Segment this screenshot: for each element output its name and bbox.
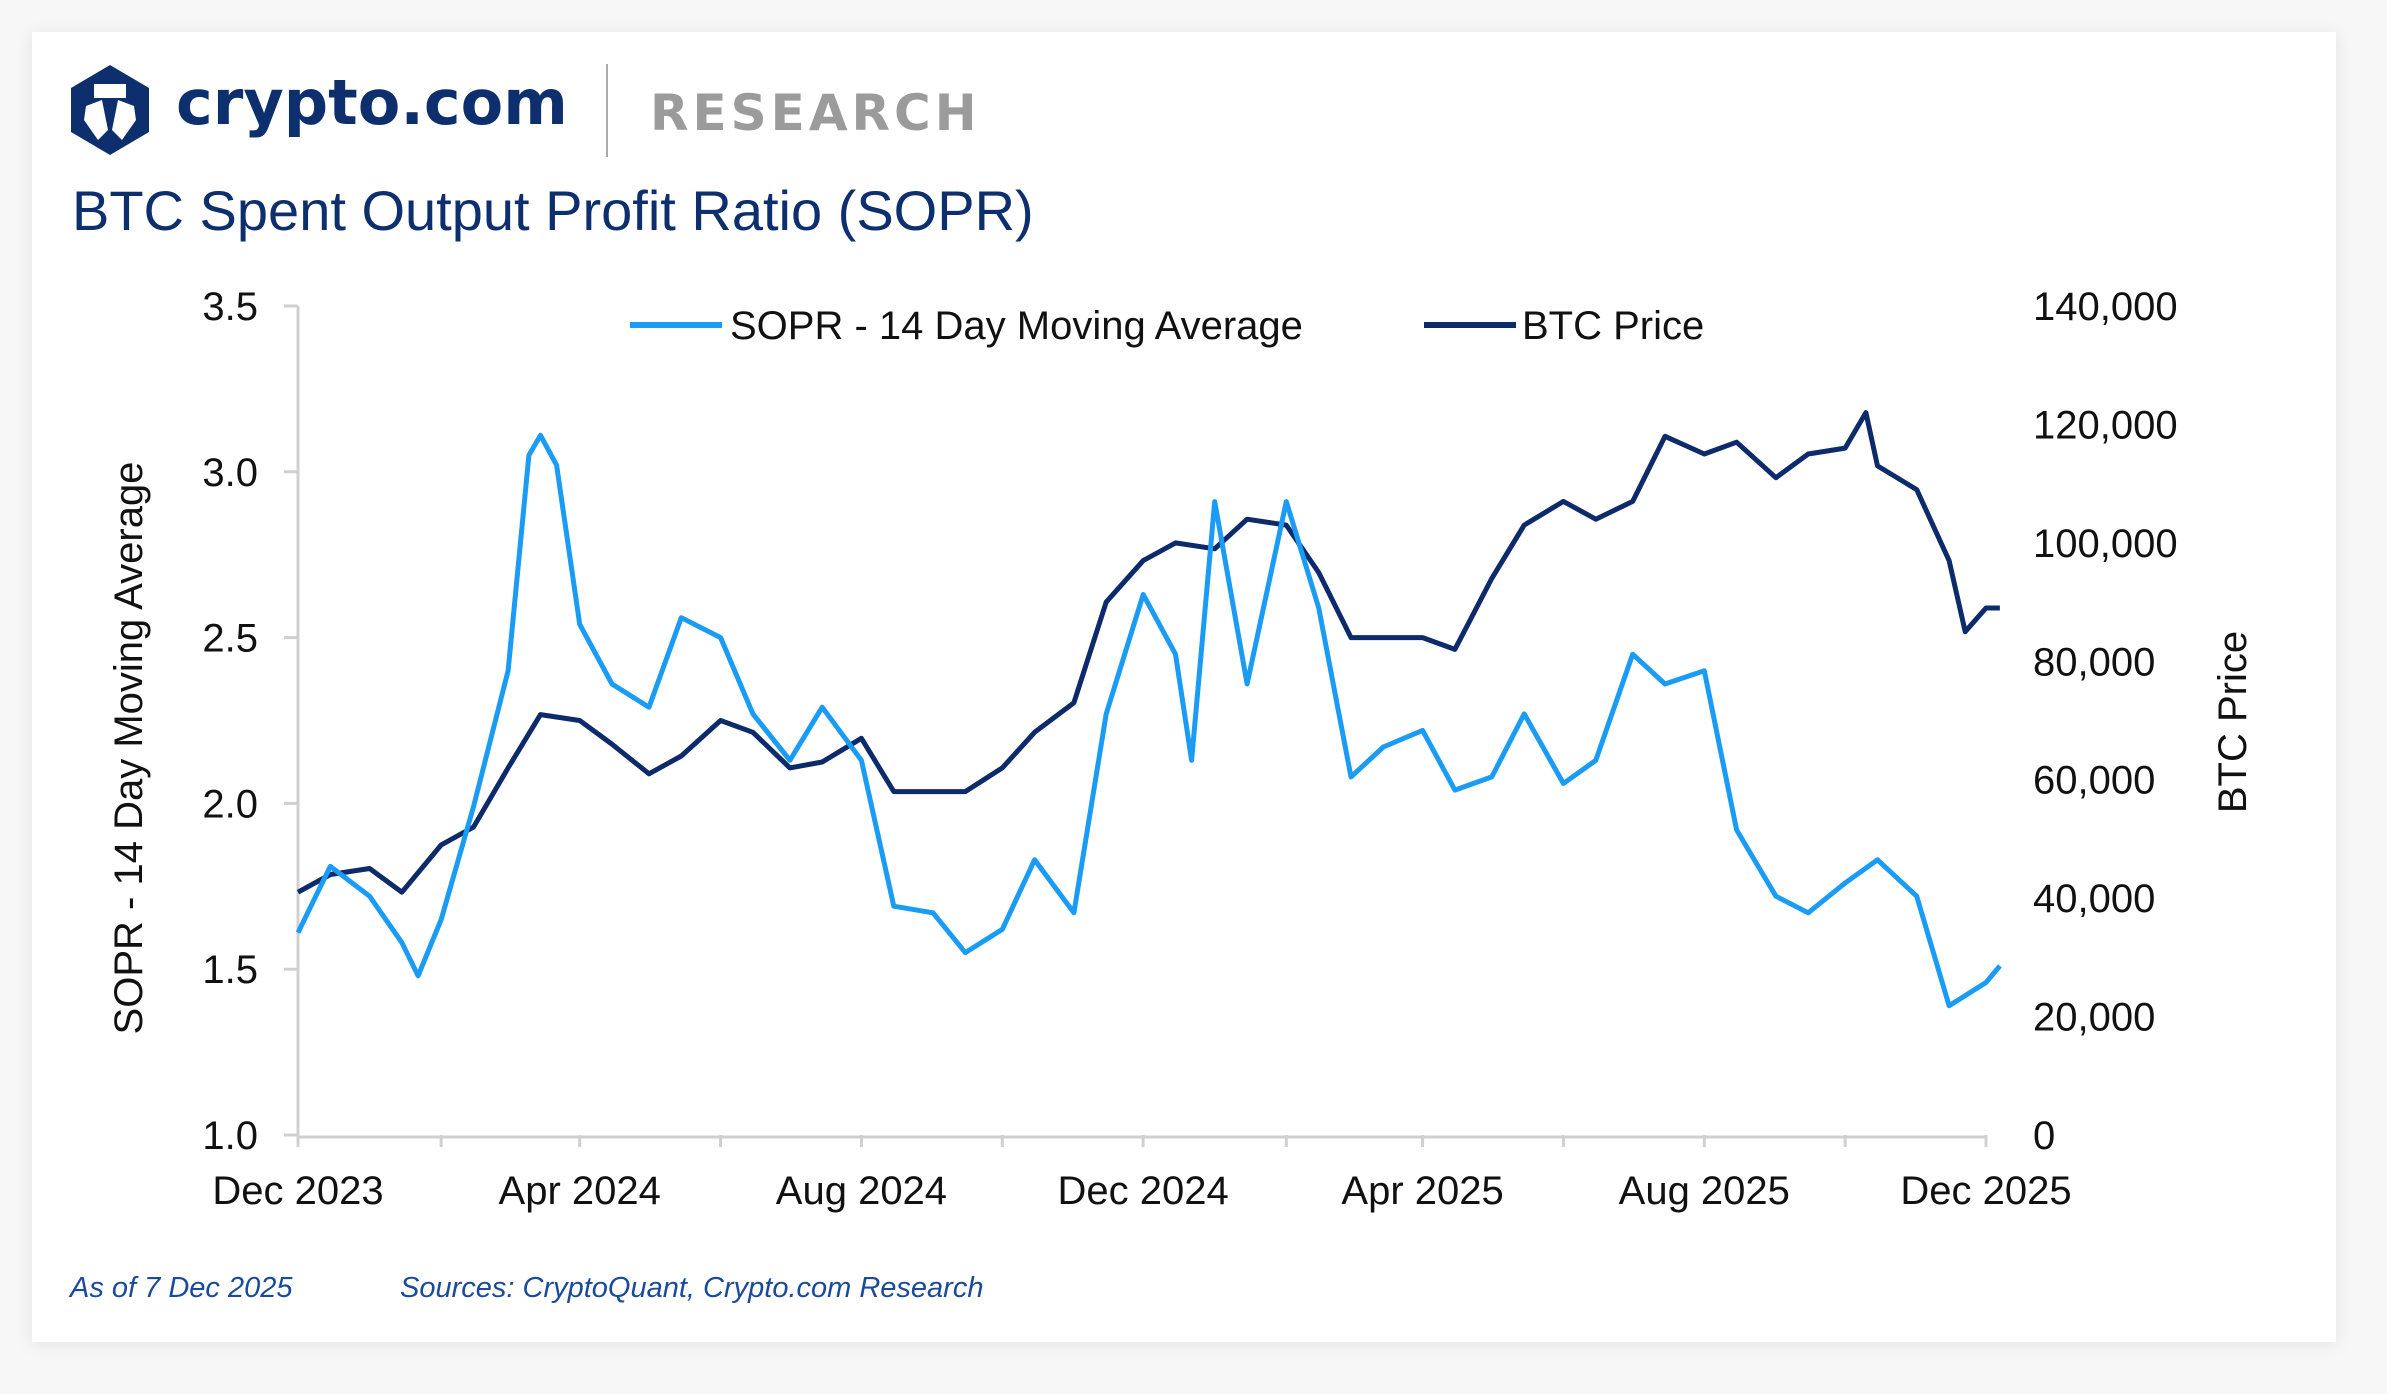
left-tick-label: 3.0 [202,451,258,495]
left-tick-label: 1.0 [202,1114,258,1158]
right-tick-label: 60,000 [2033,759,2155,803]
x-tick-label: Apr 2025 [1341,1169,1503,1213]
x-tick-label: Dec 2023 [212,1169,383,1213]
left-tick-label: 2.0 [202,782,258,826]
x-tick-label: Apr 2024 [499,1169,661,1213]
legend-sopr-label: SOPR - 14 Day Moving Average [730,304,1303,348]
x-tick-label: Aug 2024 [776,1169,947,1213]
btc-price-line [296,410,2000,895]
right-tick-label: 120,000 [2033,403,2178,447]
right-tick-label: 40,000 [2033,877,2155,921]
footer-as-of: As of 7 Dec 2025 [68,1272,293,1304]
research-label: RESEARCH [650,84,981,142]
crypto-com-logo-icon [71,65,149,155]
left-tick-label: 2.5 [202,617,258,661]
card [32,32,2336,1342]
right-tick-label: 100,000 [2033,522,2178,566]
legend-btc-label: BTC Price [1522,304,1704,348]
left-tick-label: 1.5 [202,948,258,992]
right-tick-label: 80,000 [2033,640,2155,684]
left-tick-label: 3.5 [202,285,258,329]
sopr-line [295,432,2002,1009]
x-tick-label: Aug 2025 [1619,1169,1790,1213]
right-tick-label: 140,000 [2033,285,2178,329]
chart-title: BTC Spent Output Profit Ratio (SOPR) [72,179,1034,242]
right-axis-title: BTC Price [2211,631,2255,813]
x-tick-label: Dec 2025 [1900,1169,2071,1213]
legend: SOPR - 14 Day Moving Average BTC Price [630,304,1704,348]
logo-text: crypto.com [176,66,568,139]
left-axis-title: SOPR - 14 Day Moving Average [107,462,151,1035]
right-tick-label: 20,000 [2033,996,2155,1040]
footer-sources: Sources: CryptoQuant, Crypto.com Researc… [400,1272,983,1304]
right-tick-label: 0 [2033,1114,2055,1158]
x-tick-label: Dec 2024 [1058,1169,1229,1213]
